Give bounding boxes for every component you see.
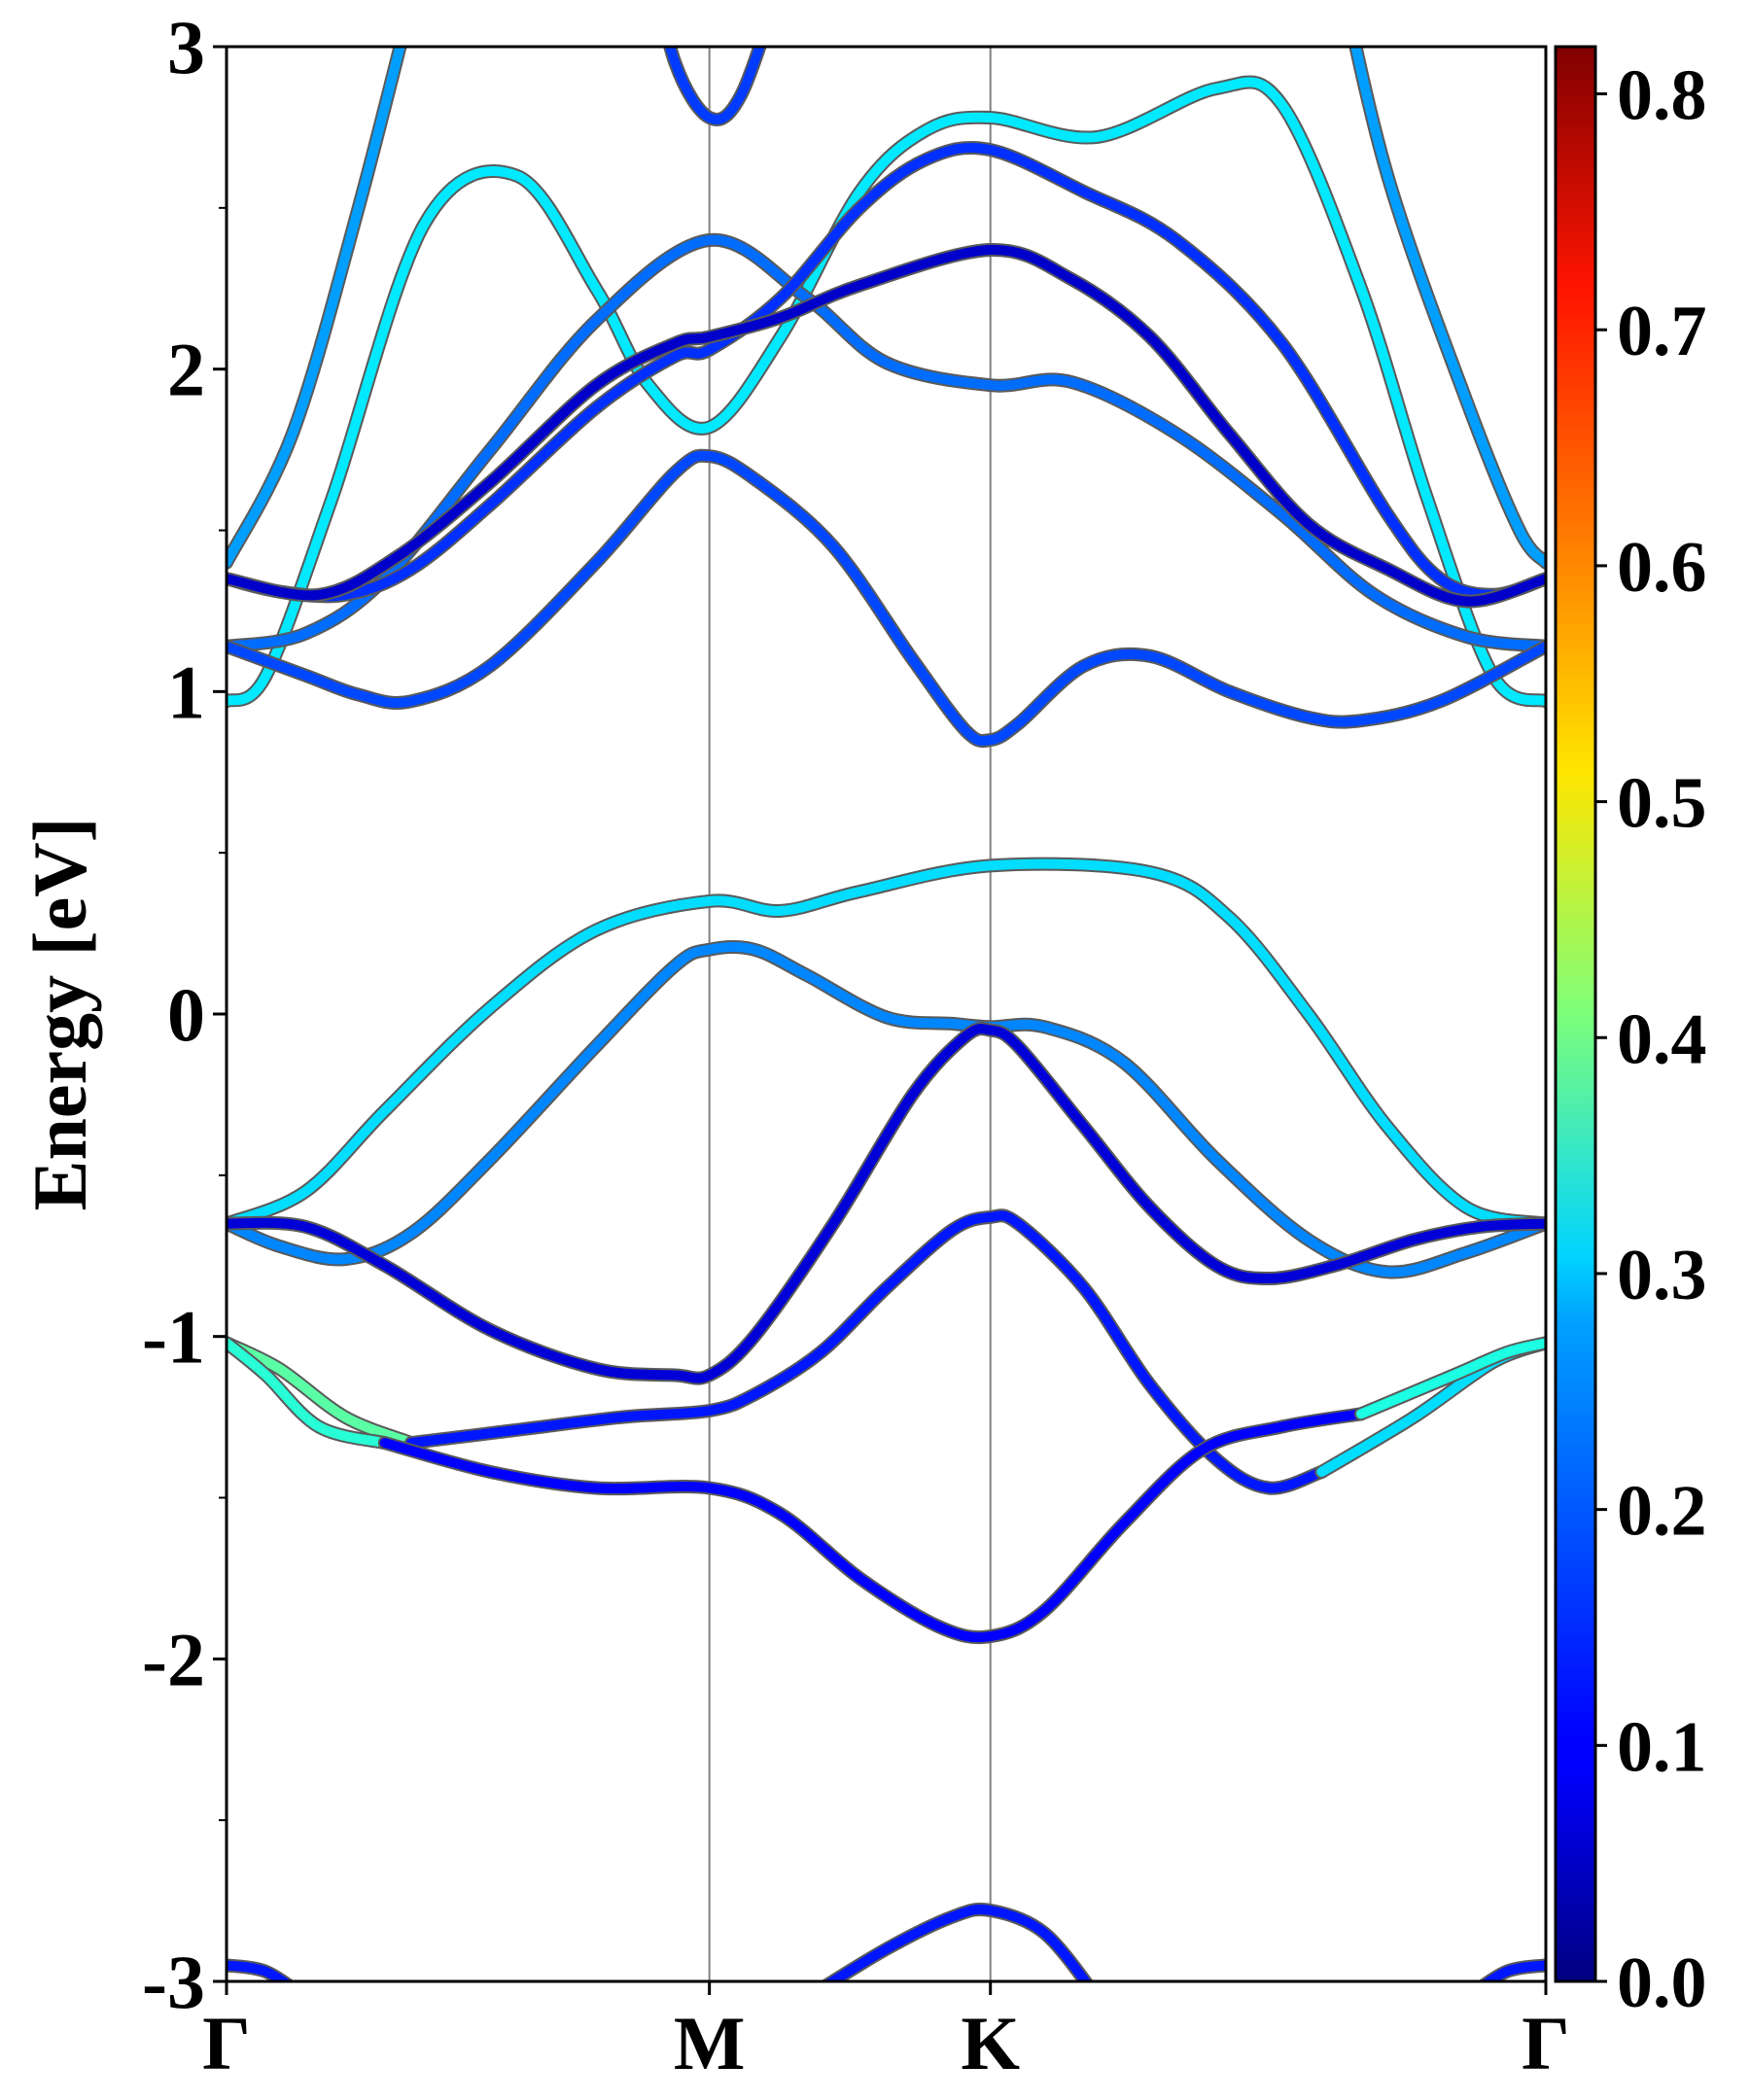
x-tick-label: Γ: [202, 2001, 251, 2085]
band-line: [227, 1338, 416, 1449]
y-tick-label: 2: [167, 328, 205, 412]
colorbar-gradient: [1554, 45, 1597, 1983]
band-line: [665, 47, 765, 124]
band-line: [823, 1904, 1092, 1981]
band-outline: [820, 1902, 1094, 1981]
band-outline: [663, 47, 767, 126]
y-tick-label: -1: [142, 1295, 205, 1380]
colorbar-tick-label: 0.3: [1617, 1236, 1707, 1315]
band-line: [406, 1210, 1327, 1493]
high-symmetry-lines: [708, 47, 992, 1981]
y-tick-label: 0: [167, 972, 205, 1057]
band-line: [227, 941, 1546, 1278]
x-tick-label: Γ: [1522, 2001, 1570, 2085]
band-line: [227, 1024, 1546, 1383]
band-line: [1316, 1338, 1546, 1477]
colorbar-tick-label: 0.4: [1617, 999, 1707, 1079]
colorbar-ticks: 0.0 0.1 0.2 0.3 0.4 0.5 0.6 0.7 0.8: [1595, 56, 1707, 2023]
colorbar-tick-label: 0.5: [1617, 764, 1707, 844]
bands: [227, 47, 1546, 1981]
x-tick-label: M: [674, 2001, 746, 2085]
band-line: [227, 450, 1546, 747]
band-line: [1350, 47, 1546, 568]
band-line: [227, 142, 1546, 602]
band-line: [1481, 1960, 1546, 1981]
band-line: [227, 858, 1546, 1229]
y-tick-label: 1: [167, 649, 205, 734]
y-axis-label: Energy [eV]: [18, 817, 102, 1210]
colorbar-tick-label: 0.1: [1617, 1707, 1707, 1787]
colorbar-tick-label: 0.7: [1617, 292, 1707, 371]
band-line: [227, 1960, 292, 1981]
y-tick-label: -3: [142, 1940, 205, 2024]
x-tick-label: K: [961, 2001, 1020, 2085]
y-axis: 3 2 1 0 -1 -2 -3: [142, 5, 227, 2024]
colorbar-tick-label: 0.6: [1617, 528, 1707, 608]
y-tick-label: 3: [167, 5, 205, 89]
band-outline: [227, 857, 1546, 1231]
band-line: [227, 47, 405, 568]
band-line: [1356, 1338, 1546, 1419]
y-tick-label: -2: [142, 1617, 205, 1701]
band-line: [227, 244, 1546, 607]
band-line: [227, 1338, 390, 1449]
colorbar: 0.0 0.1 0.2 0.3 0.4 0.5 0.6 0.7 0.8: [1554, 45, 1707, 2023]
colorbar-tick-label: 0.0: [1617, 1943, 1707, 2023]
colorbar-tick-label: 0.8: [1617, 56, 1707, 136]
band-line: [379, 1409, 1366, 1643]
colorbar-tick-label: 0.2: [1617, 1472, 1707, 1552]
